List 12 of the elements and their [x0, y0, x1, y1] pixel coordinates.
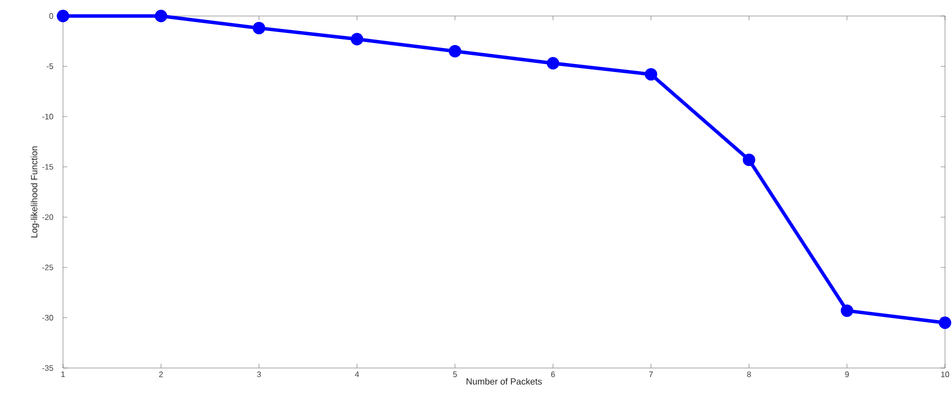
point [938, 316, 952, 329]
point [350, 32, 364, 46]
y-axis-title: Log-likelihood Function [30, 146, 40, 238]
point [644, 68, 658, 81]
point [448, 44, 462, 58]
point [154, 10, 168, 22]
x-axis-title: Number of Packets [466, 378, 542, 385]
point [840, 304, 854, 317]
point [56, 10, 70, 22]
point [546, 57, 560, 70]
point [252, 22, 266, 34]
point [742, 154, 756, 166]
